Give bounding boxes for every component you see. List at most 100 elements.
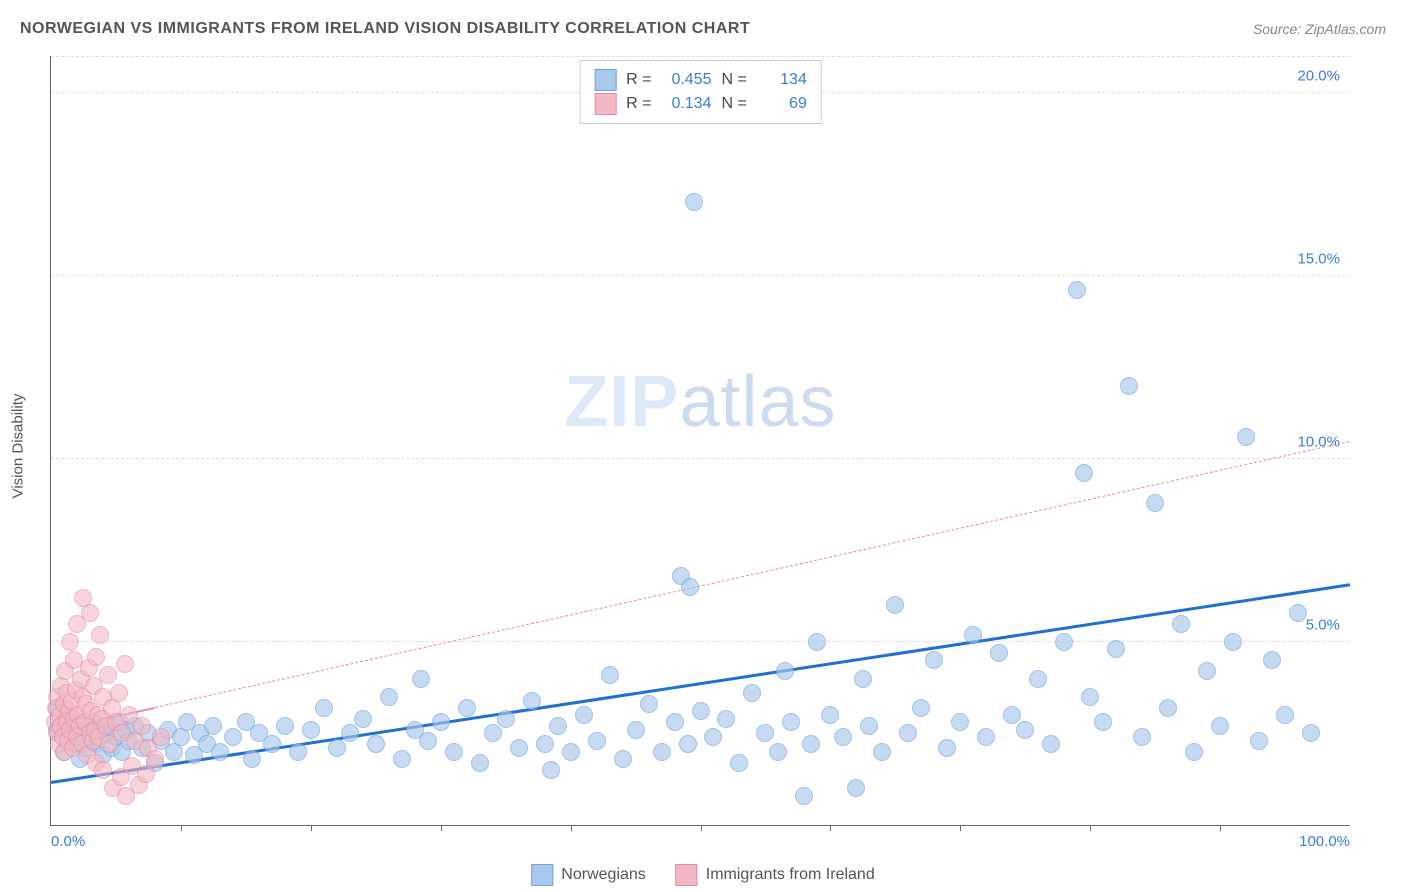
data-point xyxy=(243,750,261,768)
data-point xyxy=(523,692,541,710)
data-point xyxy=(666,713,684,731)
stat-label: N = xyxy=(722,95,747,113)
data-point xyxy=(704,728,722,746)
data-point xyxy=(497,710,515,728)
x-tick xyxy=(571,825,572,831)
data-point xyxy=(977,728,995,746)
stat-r-value: 0.134 xyxy=(662,95,712,113)
legend-swatch xyxy=(594,69,616,91)
chart-title: NORWEGIAN VS IMMIGRANTS FROM IRELAND VIS… xyxy=(20,20,750,38)
data-point xyxy=(692,702,710,720)
legend-item: Immigrants from Ireland xyxy=(676,864,875,886)
data-point xyxy=(1094,713,1112,731)
x-tick xyxy=(181,825,182,831)
data-point xyxy=(834,728,852,746)
data-point xyxy=(1185,743,1203,761)
data-point xyxy=(224,728,242,746)
data-point xyxy=(873,743,891,761)
x-end-label: 0.0% xyxy=(51,833,85,850)
data-point xyxy=(542,761,560,779)
data-point xyxy=(133,717,151,735)
data-point xyxy=(211,743,229,761)
stat-r-value: 0.455 xyxy=(662,71,712,89)
data-point xyxy=(938,739,956,757)
stats-legend: R = 0.455 N = 134 R = 0.134 N = 69 xyxy=(579,60,822,124)
x-tick xyxy=(960,825,961,831)
data-point xyxy=(152,728,170,746)
legend-item: Norwegians xyxy=(531,864,645,886)
stat-label: N = xyxy=(722,71,747,89)
data-point xyxy=(445,743,463,761)
plot-area: ZIPatlas 5.0%10.0%15.0%20.0%0.0%100.0% R… xyxy=(50,56,1350,826)
x-tick xyxy=(830,825,831,831)
data-point xyxy=(614,750,632,768)
points-layer xyxy=(51,56,1350,825)
stat-n-value: 69 xyxy=(757,95,807,113)
x-tick xyxy=(441,825,442,831)
data-point xyxy=(899,724,917,742)
data-point xyxy=(276,717,294,735)
data-point xyxy=(925,651,943,669)
data-point xyxy=(847,779,865,797)
data-point xyxy=(458,699,476,717)
data-point xyxy=(341,724,359,742)
data-point xyxy=(354,710,372,728)
stats-row: R = 0.134 N = 69 xyxy=(594,93,807,115)
data-point xyxy=(328,739,346,757)
data-point xyxy=(627,721,645,739)
x-end-label: 100.0% xyxy=(1299,833,1350,850)
data-point xyxy=(1042,735,1060,753)
data-point xyxy=(1146,494,1164,512)
data-point xyxy=(1068,281,1086,299)
x-tick xyxy=(311,825,312,831)
y-axis-label: Vision Disability xyxy=(10,394,27,499)
data-point xyxy=(1198,662,1216,680)
legend-label: Immigrants from Ireland xyxy=(706,866,875,884)
stat-label: R = xyxy=(626,71,651,89)
data-point xyxy=(1276,706,1294,724)
data-point xyxy=(110,684,128,702)
data-point xyxy=(1120,377,1138,395)
data-point xyxy=(1211,717,1229,735)
legend-swatch xyxy=(531,864,553,886)
data-point xyxy=(412,670,430,688)
data-point xyxy=(1302,724,1320,742)
source-attribution: Source: ZipAtlas.com xyxy=(1253,21,1386,37)
data-point xyxy=(562,743,580,761)
data-point xyxy=(1075,464,1093,482)
data-point xyxy=(1029,670,1047,688)
stats-row: R = 0.455 N = 134 xyxy=(594,69,807,91)
chart-header: NORWEGIAN VS IMMIGRANTS FROM IRELAND VIS… xyxy=(20,20,1386,38)
data-point xyxy=(263,735,281,753)
data-point xyxy=(854,670,872,688)
data-point xyxy=(302,721,320,739)
data-point xyxy=(393,750,411,768)
data-point xyxy=(549,717,567,735)
data-point xyxy=(653,743,671,761)
x-tick xyxy=(701,825,702,831)
data-point xyxy=(743,684,761,702)
data-point xyxy=(1055,633,1073,651)
data-point xyxy=(776,662,794,680)
x-tick xyxy=(1090,825,1091,831)
data-point xyxy=(1263,651,1281,669)
data-point xyxy=(575,706,593,724)
data-point xyxy=(510,739,528,757)
data-point xyxy=(769,743,787,761)
stat-label: R = xyxy=(626,95,651,113)
data-point xyxy=(717,710,735,728)
x-tick xyxy=(1220,825,1221,831)
data-point xyxy=(1289,604,1307,622)
legend-swatch xyxy=(594,93,616,115)
legend-swatch xyxy=(676,864,698,886)
data-point xyxy=(912,699,930,717)
data-point xyxy=(1159,699,1177,717)
data-point xyxy=(1081,688,1099,706)
data-point xyxy=(204,717,222,735)
data-point xyxy=(601,666,619,684)
data-point xyxy=(964,626,982,644)
data-point xyxy=(1016,721,1034,739)
data-point xyxy=(808,633,826,651)
data-point xyxy=(679,735,697,753)
stat-n-value: 134 xyxy=(757,71,807,89)
